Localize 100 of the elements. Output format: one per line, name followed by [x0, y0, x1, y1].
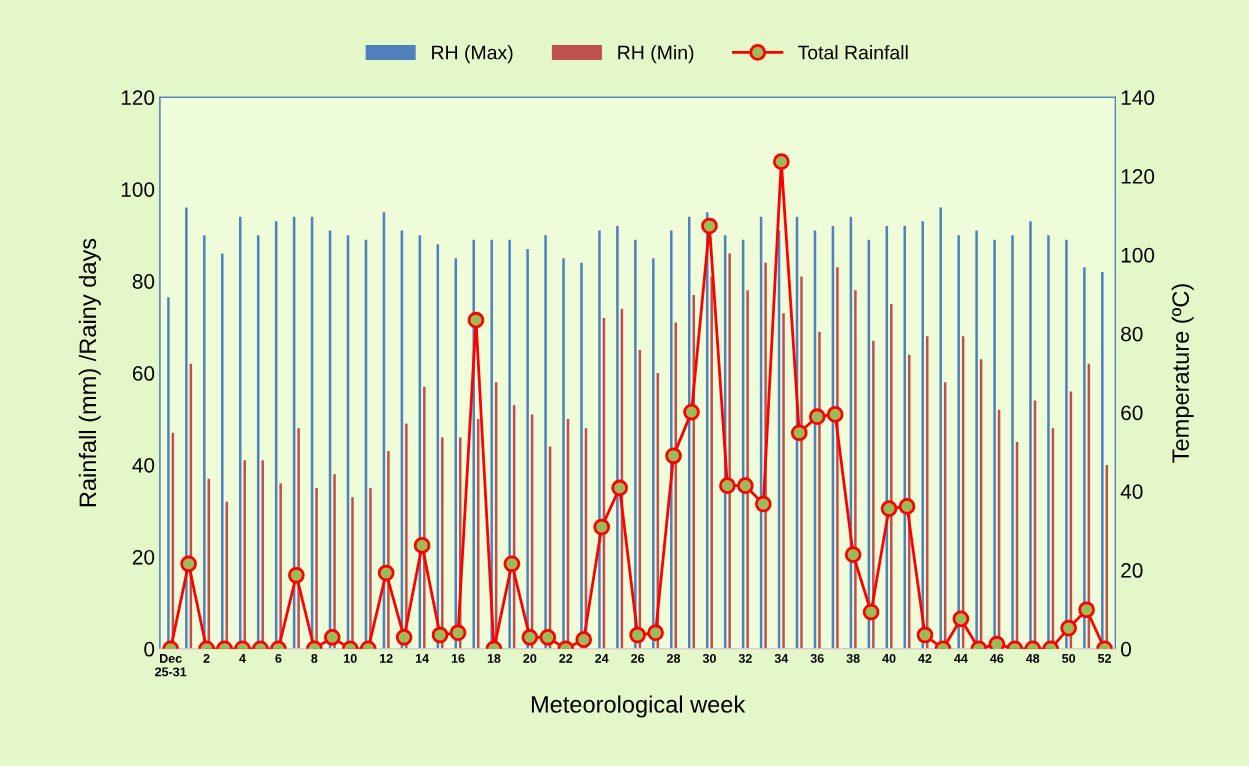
bar: [1065, 239, 1068, 649]
bar: [185, 207, 188, 649]
bar: [957, 235, 960, 649]
y-tick-label: 120: [121, 90, 155, 106]
point: [952, 610, 970, 628]
point: [737, 477, 754, 494]
x-tick-label: 36: [810, 653, 824, 663]
bar: [526, 248, 529, 649]
point: [790, 424, 808, 442]
x-tick-label: 44: [954, 654, 968, 663]
bar: [687, 216, 691, 649]
x-tick-label: 14: [415, 654, 429, 663]
x-tick-label: 2: [203, 653, 210, 663]
point: [503, 555, 521, 573]
x-tick-label: 52: [1098, 653, 1112, 663]
point: [575, 631, 593, 648]
bar: [746, 290, 749, 649]
y2-tick-label: 20: [1121, 563, 1143, 578]
x-tick-label: 22: [559, 653, 573, 663]
point: [683, 403, 700, 421]
y-tick-label: 20: [132, 549, 155, 565]
y2-tick-label: 100: [1121, 247, 1155, 263]
bar: [800, 276, 803, 649]
bar: [854, 290, 857, 649]
point: [431, 626, 449, 644]
x-tick-label: 4: [239, 654, 246, 663]
point: [916, 626, 934, 644]
point: [467, 311, 485, 329]
bar: [728, 253, 731, 649]
y-axis-title: Rainfall (mm) /Rainy days: [78, 238, 101, 507]
bar: [710, 276, 713, 649]
point: [593, 518, 611, 536]
bar: [921, 221, 924, 649]
x-tick-label: 18: [487, 653, 501, 663]
y2-tick-label: 120: [1121, 169, 1155, 184]
x-tick-label: 50: [1062, 653, 1076, 663]
y-tick-label: 0: [144, 641, 155, 657]
point: [288, 566, 305, 584]
point: [521, 628, 539, 646]
point: [611, 479, 628, 497]
point: [539, 628, 557, 646]
x-tick-label: 6: [275, 653, 282, 663]
bar: [616, 225, 619, 649]
x-tick-label: 8: [311, 653, 318, 663]
point: [629, 626, 646, 644]
bar: [634, 239, 637, 649]
bar: [818, 331, 821, 649]
bar: [652, 258, 655, 649]
y-tick-label: 100: [121, 182, 155, 197]
bar: [580, 262, 583, 649]
x-tick-label: 28: [667, 653, 681, 663]
point: [844, 546, 862, 563]
bar: [890, 304, 893, 649]
y2-tick-label: 0: [1121, 641, 1131, 657]
point: [772, 153, 790, 170]
x-axis-title: Meteorological week: [531, 695, 746, 718]
point: [180, 555, 197, 573]
x-tick-label: 10: [344, 653, 357, 663]
bar: [544, 235, 547, 649]
y2-tick-label: 40: [1120, 484, 1143, 499]
y-tick-label: 60: [132, 366, 155, 381]
bar: [441, 437, 444, 649]
x-tick-label: 12: [380, 653, 393, 663]
y2-tick-label: 80: [1121, 326, 1143, 342]
x-tick-label: 24: [595, 653, 609, 663]
point: [413, 537, 431, 554]
point: [449, 624, 467, 642]
point: [701, 217, 718, 235]
bar: [508, 239, 511, 649]
point: [395, 628, 413, 646]
x-tick-label: 42: [918, 653, 932, 663]
point: [647, 624, 664, 642]
point: [1078, 601, 1095, 619]
legend-label: Total Rainfall: [798, 45, 908, 60]
bar: [670, 230, 673, 649]
bar: [333, 474, 336, 649]
point: [719, 477, 736, 494]
x-tick-label: 48: [1025, 653, 1040, 663]
point: [826, 406, 844, 423]
x-tick-label: 30: [702, 653, 716, 663]
y2-axis-title: Temperature (ºC): [1171, 284, 1194, 463]
bar: [1083, 267, 1086, 649]
bar: [423, 386, 426, 649]
x-tick-label: 38: [846, 653, 860, 663]
x-tick-label: 34: [774, 653, 789, 663]
x-tick-label: 40: [882, 653, 896, 663]
point: [880, 500, 898, 517]
point: [862, 603, 880, 621]
x-tick-label: Dec 25-31: [155, 654, 187, 677]
x-tick-label: 16: [451, 653, 465, 663]
y-tick-label: 80: [132, 274, 155, 289]
bar: [872, 340, 875, 649]
bar: [598, 230, 601, 649]
y-tick-label: 40: [132, 457, 155, 473]
bar: [836, 267, 839, 649]
point: [808, 408, 826, 426]
point: [323, 628, 341, 646]
point: [665, 447, 682, 465]
x-tick-label: 46: [990, 653, 1004, 663]
legend-label: RH (Min): [618, 45, 694, 64]
